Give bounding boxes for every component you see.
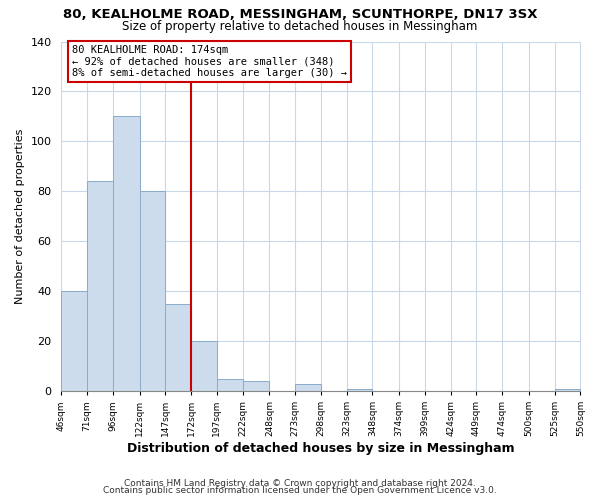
Bar <box>166 304 191 391</box>
Bar <box>61 291 87 391</box>
Bar <box>140 192 166 391</box>
Text: Size of property relative to detached houses in Messingham: Size of property relative to detached ho… <box>122 20 478 33</box>
Bar <box>295 384 321 391</box>
Bar <box>242 381 269 391</box>
Bar <box>191 341 217 391</box>
Bar <box>113 116 140 391</box>
Bar <box>87 182 113 391</box>
Text: Contains public sector information licensed under the Open Government Licence v3: Contains public sector information licen… <box>103 486 497 495</box>
Bar <box>555 388 580 391</box>
Text: 80 KEALHOLME ROAD: 174sqm
← 92% of detached houses are smaller (348)
8% of semi-: 80 KEALHOLME ROAD: 174sqm ← 92% of detac… <box>72 45 347 78</box>
Bar <box>347 388 373 391</box>
Text: Contains HM Land Registry data © Crown copyright and database right 2024.: Contains HM Land Registry data © Crown c… <box>124 478 476 488</box>
X-axis label: Distribution of detached houses by size in Messingham: Distribution of detached houses by size … <box>127 442 515 455</box>
Y-axis label: Number of detached properties: Number of detached properties <box>15 128 25 304</box>
Bar <box>217 378 242 391</box>
Text: 80, KEALHOLME ROAD, MESSINGHAM, SCUNTHORPE, DN17 3SX: 80, KEALHOLME ROAD, MESSINGHAM, SCUNTHOR… <box>63 8 537 20</box>
